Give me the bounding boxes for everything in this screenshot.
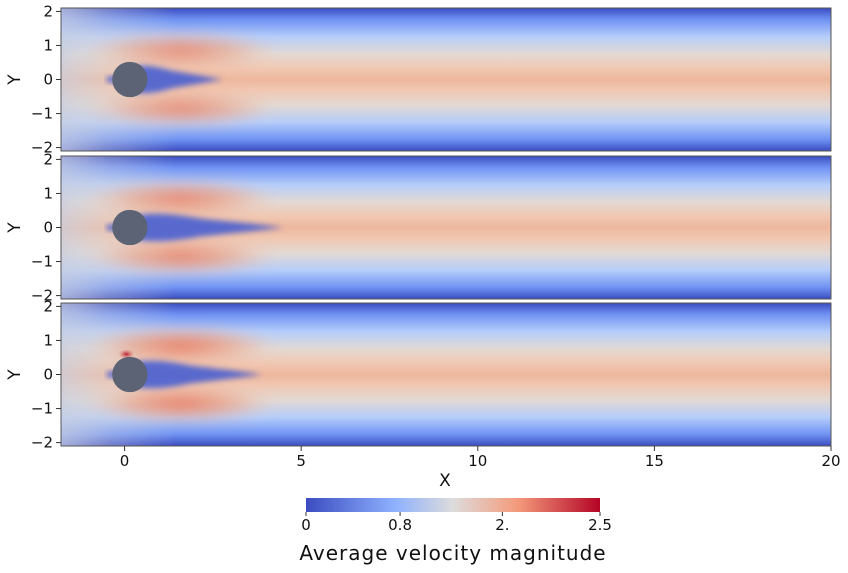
colorbar-tick-label: 2.5	[588, 516, 612, 534]
y-tick-label: 0	[43, 71, 53, 89]
y-axis: 2 1 0 −1 −2 Y	[5, 2, 61, 157]
velocity-field	[61, 8, 831, 151]
x-tick-label: 5	[296, 452, 306, 470]
colorbar-tick-label: 0	[301, 516, 311, 534]
colorbar-gradient	[306, 498, 600, 512]
y-tick-label: 2	[43, 150, 53, 168]
y-tick-label: 0	[43, 219, 53, 237]
x-tick-label: 0	[120, 452, 130, 470]
x-axis-label: X	[439, 471, 451, 491]
y-tick-label: −1	[31, 253, 53, 271]
y-tick-label: −2	[31, 287, 53, 305]
flow-panels: 2 1 0 −1 −2 Y 2 1 0 −1 −2 Y 2 1 0 −1 −2 Y	[5, 2, 832, 452]
y-axis-label: Y	[5, 74, 25, 86]
y-axis-label: Y	[5, 222, 25, 234]
flow-panel-2: 2 1 0 −1 −2 Y	[5, 150, 832, 305]
x-tick-label: 15	[645, 452, 664, 470]
y-axis-label: Y	[5, 369, 25, 381]
y-tick-label: −2	[31, 139, 53, 157]
y-tick-label: 1	[43, 184, 53, 202]
cylinder	[112, 61, 148, 98]
x-tick-label: 20	[821, 452, 840, 470]
y-tick-label: 2	[43, 297, 53, 315]
y-tick-label: 1	[43, 331, 53, 349]
cylinder	[112, 209, 148, 246]
y-tick-label: −1	[31, 400, 53, 418]
y-tick-label: −2	[31, 434, 53, 452]
flow-panel-1: 2 1 0 −1 −2 Y	[5, 2, 832, 157]
flow-panel-3: 2 1 0 −1 −2 Y	[5, 297, 832, 452]
y-tick-label: 2	[43, 2, 53, 20]
x-tick-label: 10	[468, 452, 487, 470]
colorbar-ticks: 0 0.8 2. 2.5	[301, 512, 612, 534]
y-axis: 2 1 0 −1 −2 Y	[5, 297, 61, 452]
y-tick-label: 0	[43, 366, 53, 384]
velocity-field	[61, 156, 831, 299]
colorbar: 0 0.8 2. 2.5 Average velocity magnitude	[299, 498, 612, 565]
colorbar-title: Average velocity magnitude	[299, 541, 606, 565]
cylinder	[112, 356, 148, 393]
y-tick-label: −1	[31, 105, 53, 123]
x-axis: 0 5 10 15 20 X	[120, 446, 841, 491]
y-tick-label: 1	[43, 36, 53, 54]
colorbar-tick-label: 2.	[495, 516, 509, 534]
colorbar-tick-label: 0.8	[388, 516, 412, 534]
velocity-field	[61, 303, 831, 446]
y-axis: 2 1 0 −1 −2 Y	[5, 150, 61, 305]
